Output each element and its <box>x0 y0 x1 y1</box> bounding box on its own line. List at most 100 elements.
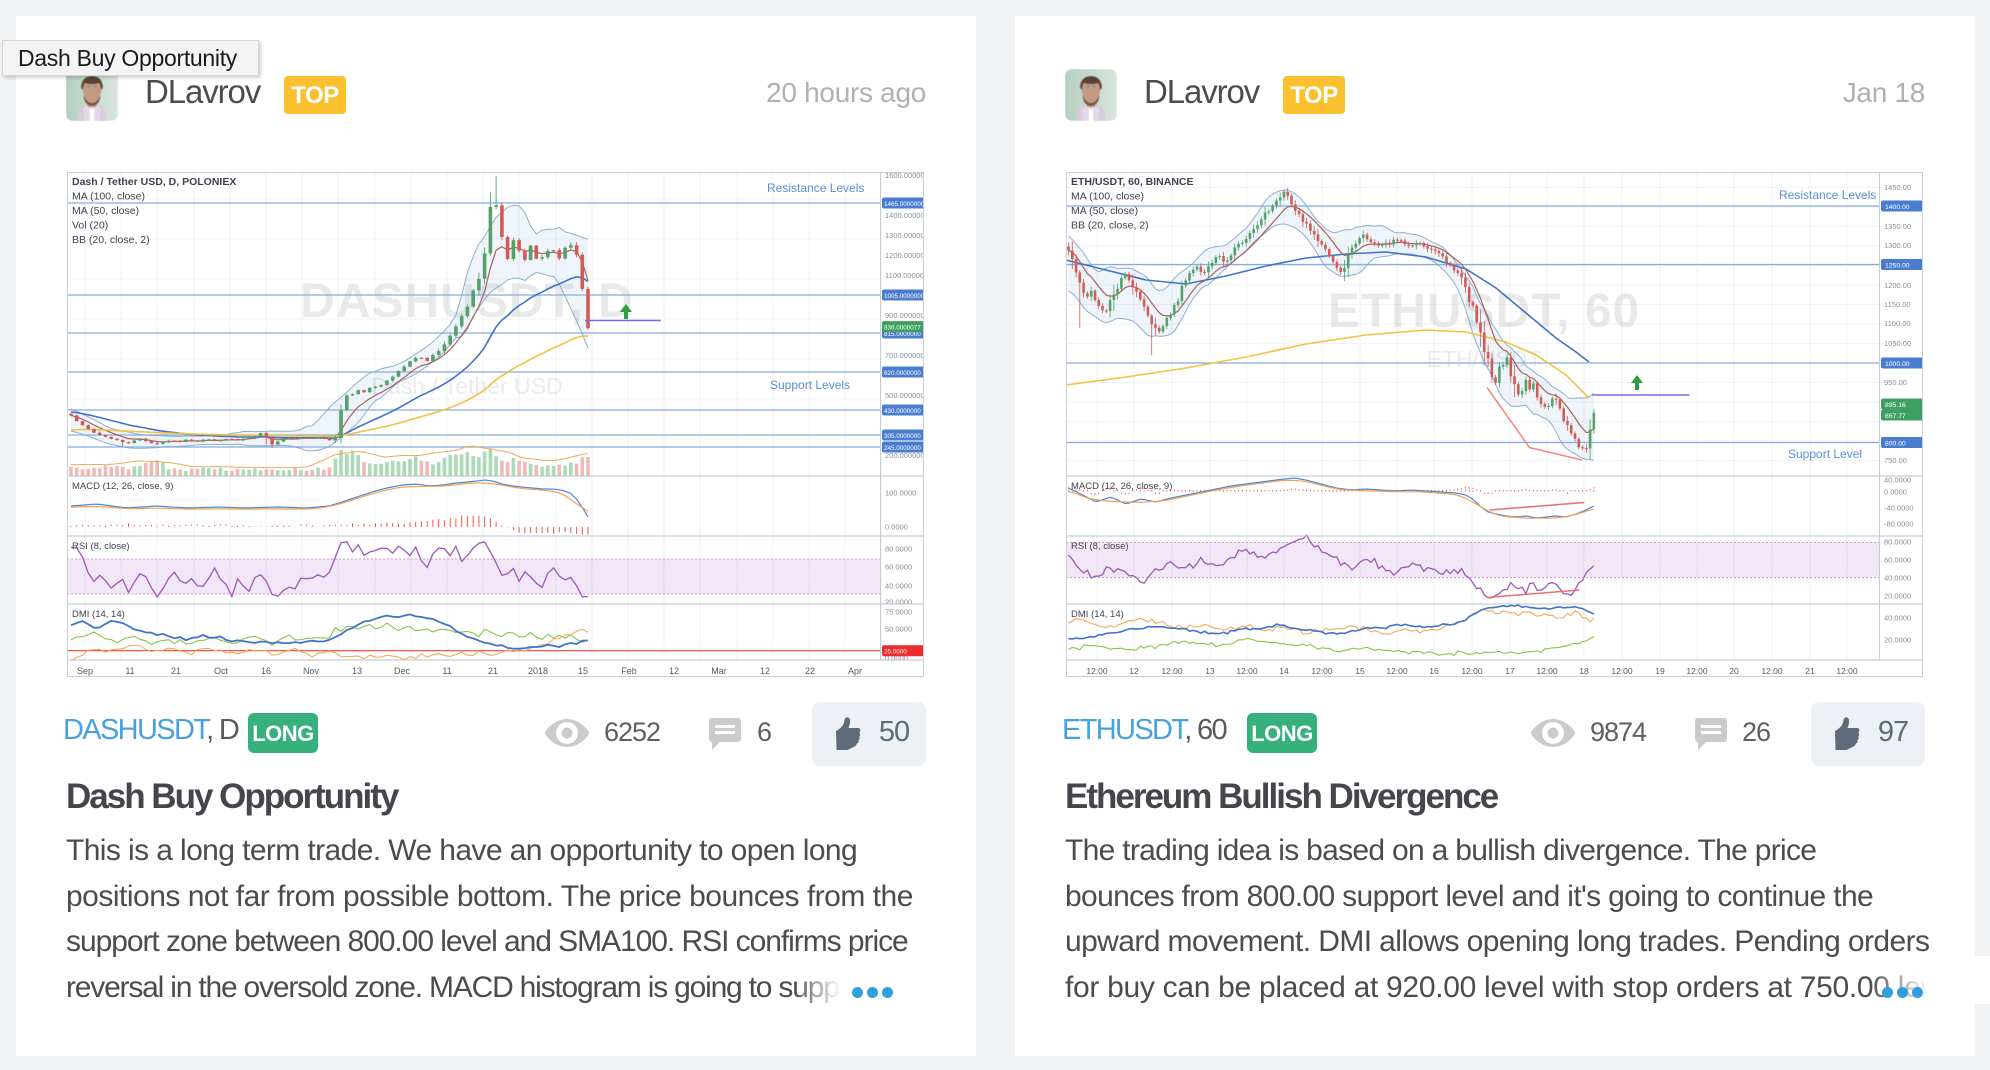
svg-text:MACD (12, 26, close, 9): MACD (12, 26, close, 9) <box>72 481 173 492</box>
svg-text:1100.00: 1100.00 <box>1884 319 1911 328</box>
svg-text:17: 17 <box>1505 666 1515 676</box>
svg-text:11: 11 <box>125 666 134 676</box>
svg-text:21: 21 <box>171 666 181 676</box>
svg-text:MA (100, close): MA (100, close) <box>1071 191 1144 203</box>
svg-text:50.0000: 50.0000 <box>885 625 912 634</box>
svg-text:RSI (8, close): RSI (8, close) <box>72 541 130 552</box>
svg-text:BB (20, close, 2): BB (20, close, 2) <box>1071 220 1149 232</box>
svg-text:MA (50, close): MA (50, close) <box>1071 205 1138 217</box>
svg-text:900.0000000: 900.0000000 <box>885 311 924 320</box>
svg-text:1200.00: 1200.00 <box>1884 281 1911 290</box>
svg-text:500.0000000: 500.0000000 <box>885 391 924 400</box>
svg-text:20.0000: 20.0000 <box>1884 636 1911 645</box>
svg-text:2018: 2018 <box>528 666 548 676</box>
svg-text:12:00: 12:00 <box>1836 666 1858 676</box>
svg-text:Dash / Tether USD, D, POLONIEX: Dash / Tether USD, D, POLONIEX <box>72 176 236 188</box>
svg-text:1000.00: 1000.00 <box>1885 361 1910 368</box>
svg-text:12: 12 <box>760 666 770 676</box>
svg-text:18: 18 <box>1579 666 1589 676</box>
svg-text:1600.0000000: 1600.0000000 <box>885 172 924 180</box>
svg-text:MA (100, close): MA (100, close) <box>72 191 145 203</box>
svg-text:12:00: 12:00 <box>1161 666 1183 676</box>
svg-text:305.0000000: 305.0000000 <box>884 433 921 440</box>
svg-text:12:00: 12:00 <box>1686 666 1708 676</box>
svg-text:1400.0000000: 1400.0000000 <box>885 211 924 220</box>
svg-text:Sep: Sep <box>77 666 93 676</box>
svg-text:12:00: 12:00 <box>1311 666 1333 676</box>
svg-text:Resistance Levels: Resistance Levels <box>767 181 864 195</box>
svg-text:1465.0000000: 1465.0000000 <box>884 201 924 208</box>
svg-text:BB (20, close, 2): BB (20, close, 2) <box>72 234 150 246</box>
svg-text:Vol (20): Vol (20) <box>72 220 108 232</box>
svg-text:40.0000: 40.0000 <box>1884 614 1911 623</box>
svg-text:430.0000000: 430.0000000 <box>884 408 921 415</box>
svg-text:12:00: 12:00 <box>1611 666 1633 676</box>
svg-text:245.0000000: 245.0000000 <box>884 445 921 452</box>
svg-text:80.0000: 80.0000 <box>1884 538 1911 547</box>
svg-text:RSI (8, close): RSI (8, close) <box>1071 541 1129 552</box>
svg-text:15: 15 <box>1355 666 1365 676</box>
svg-text:22: 22 <box>805 666 815 676</box>
svg-text:700.0000000: 700.0000000 <box>885 351 924 360</box>
svg-text:40.0000: 40.0000 <box>1884 574 1911 583</box>
svg-text:1250.00: 1250.00 <box>1885 262 1910 269</box>
svg-text:21: 21 <box>488 666 498 676</box>
svg-text:16: 16 <box>261 666 271 676</box>
svg-text:1350.00: 1350.00 <box>1884 222 1911 231</box>
svg-text:895.16: 895.16 <box>1885 402 1906 409</box>
svg-text:16: 16 <box>1429 666 1439 676</box>
svg-text:DMI (14, 14): DMI (14, 14) <box>72 609 125 620</box>
svg-text:25.0000: 25.0000 <box>884 649 907 656</box>
svg-text:40.0000: 40.0000 <box>885 582 912 591</box>
svg-text:60.0000: 60.0000 <box>885 563 912 572</box>
svg-text:12:00: 12:00 <box>1761 666 1783 676</box>
svg-text:20.0000: 20.0000 <box>1884 592 1911 601</box>
svg-text:Nov: Nov <box>303 666 320 676</box>
svg-text:20.0000: 20.0000 <box>885 598 912 607</box>
svg-text:Mar: Mar <box>711 666 727 676</box>
svg-text:1005.0000000: 1005.0000000 <box>884 293 924 300</box>
svg-text:100.0000: 100.0000 <box>885 489 916 498</box>
svg-text:80.0000: 80.0000 <box>885 545 912 554</box>
svg-text:13: 13 <box>352 666 362 676</box>
svg-text:MA (50, close): MA (50, close) <box>72 205 139 217</box>
svg-text:19: 19 <box>1655 666 1665 676</box>
svg-text:ETH/USDT, 60, BINANCE: ETH/USDT, 60, BINANCE <box>1071 176 1194 188</box>
svg-text:1300.0000000: 1300.0000000 <box>885 231 924 240</box>
svg-text:836.0000077: 836.0000077 <box>884 324 921 331</box>
svg-text:Support Levels: Support Levels <box>770 378 850 392</box>
svg-text:12: 12 <box>669 666 679 676</box>
svg-text:750.00: 750.00 <box>1884 456 1907 465</box>
svg-text:0.0000: 0.0000 <box>885 654 908 663</box>
svg-text:Oct: Oct <box>214 666 229 676</box>
svg-text:Feb: Feb <box>621 666 637 676</box>
svg-text:1400.00: 1400.00 <box>1885 204 1910 211</box>
svg-text:Resistance Levels: Resistance Levels <box>1779 188 1876 202</box>
svg-text:60.0000: 60.0000 <box>1884 556 1911 565</box>
svg-text:12:00: 12:00 <box>1536 666 1558 676</box>
svg-text:15: 15 <box>578 666 588 676</box>
svg-text:MACD (12, 26, close, 9): MACD (12, 26, close, 9) <box>1071 481 1172 492</box>
svg-text:11: 11 <box>442 666 451 676</box>
svg-text:Dec: Dec <box>394 666 411 676</box>
svg-text:Apr: Apr <box>848 666 862 676</box>
svg-text:40.0000: 40.0000 <box>1884 476 1911 485</box>
svg-text:Support Level: Support Level <box>1788 447 1862 461</box>
svg-text:1300.00: 1300.00 <box>1884 241 1911 250</box>
svg-text:1200.0000000: 1200.0000000 <box>885 251 924 260</box>
svg-text:0.0000: 0.0000 <box>885 523 908 532</box>
svg-text:21: 21 <box>1805 666 1815 676</box>
svg-text:12:00: 12:00 <box>1086 666 1108 676</box>
svg-text:1050.00: 1050.00 <box>1884 339 1911 348</box>
svg-text:815.0000000: 815.0000000 <box>884 331 921 338</box>
svg-text:20: 20 <box>1729 666 1739 676</box>
svg-text:14: 14 <box>1279 666 1289 676</box>
svg-text:1100.0000000: 1100.0000000 <box>885 271 924 280</box>
svg-text:75.0000: 75.0000 <box>885 608 912 617</box>
svg-text:13: 13 <box>1205 666 1215 676</box>
svg-text:800.00: 800.00 <box>1885 440 1906 447</box>
svg-text:1150.00: 1150.00 <box>1884 300 1911 309</box>
svg-text:0.0000: 0.0000 <box>1884 488 1907 497</box>
svg-text:200.0000000: 200.0000000 <box>885 451 924 460</box>
svg-text:-80.0000: -80.0000 <box>1884 520 1914 529</box>
